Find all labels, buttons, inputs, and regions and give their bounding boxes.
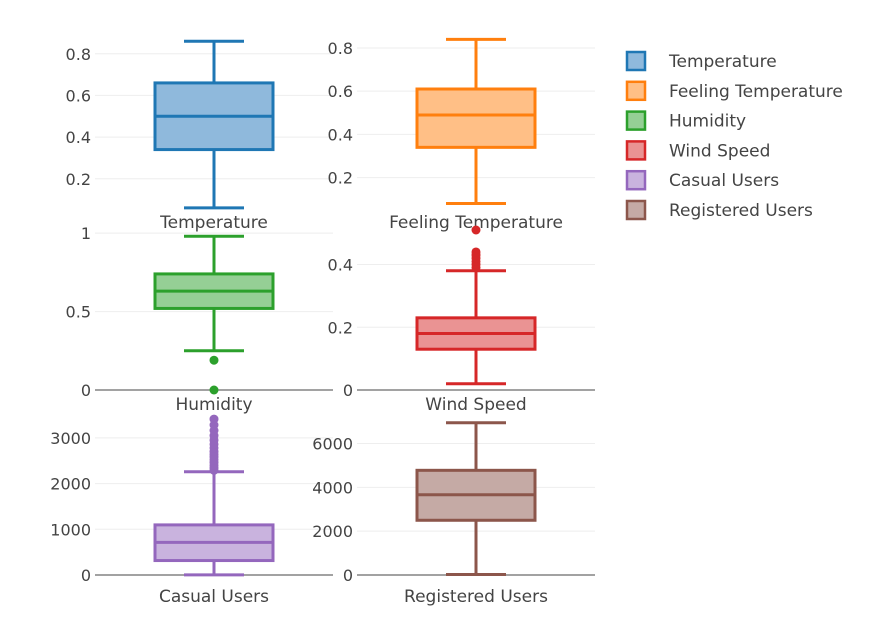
y-tick-label-casual-users: 1000 <box>50 520 91 539</box>
x-category-label-temperature: Temperature <box>159 213 268 233</box>
legend-swatch-registered-users <box>625 199 647 221</box>
y-tick-label-casual-users: 3000 <box>50 429 91 448</box>
panel-registered-users: 0 2000 4000 6000 Registered Users <box>312 421 595 607</box>
y-tick-label-temperature: 0.2 <box>66 170 91 189</box>
y-tick-label-casual-users: 2000 <box>50 475 91 494</box>
legend-swatch-temperature <box>625 50 647 72</box>
legend: Temperature Feeling Temperature Humidity Wi… <box>625 50 843 221</box>
y-tick-label-humidity: 0 <box>81 381 91 400</box>
legend-label-wind-speed: Wind Speed <box>669 141 770 161</box>
legend-label-casual-users: Casual Users <box>669 171 779 191</box>
legend-swatch-casual-users <box>625 169 647 191</box>
y-tick-label-feeling-temperature: 0.6 <box>328 82 353 101</box>
legend-label-humidity: Humidity <box>669 112 746 132</box>
x-category-label-feeling-temperature: Feeling Temperature <box>389 213 563 233</box>
x-category-label-casual-users: Casual Users <box>159 587 269 607</box>
y-tick-label-temperature: 0.6 <box>66 86 91 105</box>
y-tick-label-temperature: 0.8 <box>66 45 91 64</box>
panel-wind-speed: 0 0.2 0.4 Wind Speed <box>328 225 595 415</box>
x-category-label-wind-speed: Wind Speed <box>425 395 526 415</box>
outlier-point-wind-speed <box>471 225 481 235</box>
panel-temperature: 0.2 0.4 0.6 0.8 Temperature <box>66 39 333 233</box>
y-tick-label-registered-users: 6000 <box>312 434 353 453</box>
legend-label-feeling-temperature: Feeling Temperature <box>669 82 843 102</box>
box-feeling-temperature <box>415 87 537 149</box>
y-tick-label-wind-speed: 0.4 <box>328 256 353 275</box>
legend-swatch-wind-speed <box>625 140 647 161</box>
y-tick-label-feeling-temperature: 0.8 <box>328 39 353 58</box>
x-category-label-registered-users: Registered Users <box>404 587 548 607</box>
y-tick-label-casual-users: 0 <box>81 566 91 585</box>
y-tick-label-registered-users: 0 <box>343 566 353 585</box>
legend-swatch-feeling-temperature <box>625 80 647 102</box>
y-tick-label-humidity: 0.5 <box>66 303 91 322</box>
y-tick-label-registered-users: 4000 <box>312 478 353 497</box>
outlier-point-casual-users <box>209 414 219 424</box>
outlier-point-wind-speed <box>471 247 481 257</box>
outlier-point-humidity <box>209 355 219 365</box>
y-tick-label-registered-users: 2000 <box>312 522 353 541</box>
legend-label-registered-users: Registered Users <box>669 201 813 221</box>
legend-label-temperature: Temperature <box>668 52 777 72</box>
y-tick-label-wind-speed: 0.2 <box>328 318 353 337</box>
y-tick-label-humidity: 1 <box>81 224 91 243</box>
y-tick-label-wind-speed: 0 <box>343 381 353 400</box>
panel-casual-users: 0 1000 2000 3000 Casual Users <box>50 414 333 607</box>
panel-feeling-temperature: 0.2 0.4 0.6 0.8 Feeling Temperature <box>328 37 595 233</box>
outlier-point-humidity <box>209 385 219 395</box>
y-tick-label-feeling-temperature: 0.4 <box>328 125 353 144</box>
panel-humidity: 0 0.5 1 Humidity <box>66 224 333 415</box>
y-tick-label-temperature: 0.4 <box>66 128 91 147</box>
legend-swatch-humidity <box>625 110 647 131</box>
x-category-label-humidity: Humidity <box>175 395 252 415</box>
y-tick-label-feeling-temperature: 0.2 <box>328 169 353 188</box>
